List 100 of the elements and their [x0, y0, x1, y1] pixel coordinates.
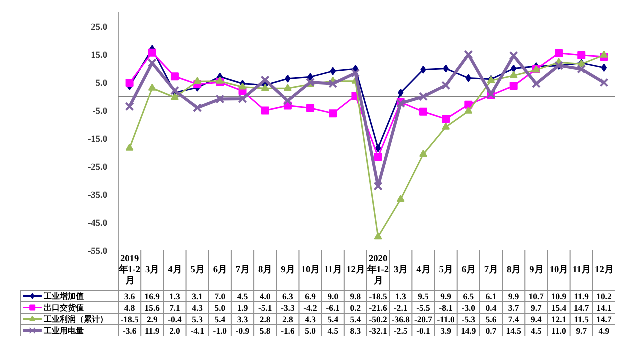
y-tick-label: 25.0 [91, 23, 108, 33]
x-tick-label: 3月 [394, 264, 408, 276]
data-label: 6.9 [305, 291, 317, 302]
x-tick-label: 7月 [484, 264, 498, 276]
x-tick-label: 11月 [324, 264, 342, 276]
data-label: 4.0 [260, 291, 271, 302]
y-tick-label: -55.0 [88, 247, 108, 257]
y-tick-label: -35.0 [88, 191, 108, 201]
x-tick-label: 7月 [236, 264, 250, 276]
data-label: 11.9 [145, 326, 160, 336]
data-label: 9.9 [440, 291, 452, 302]
data-label: 5.3 [192, 314, 204, 324]
data-label: -1.6 [281, 326, 296, 336]
y-tick-label: -25.0 [88, 163, 108, 173]
data-label: 2.8 [282, 314, 294, 324]
data-label: 5.6 [486, 314, 498, 324]
data-label: 15.6 [144, 302, 161, 313]
data-label: 9.7 [576, 326, 588, 336]
data-label: 10.7 [528, 291, 545, 302]
data-label: 4.8 [124, 302, 136, 313]
x-tick-label: 2020年1-2月 [366, 254, 390, 286]
data-label: -8.1 [439, 302, 453, 313]
legend-label: 出口交货值 [44, 302, 84, 312]
data-label: 0.7 [486, 326, 498, 336]
x-tick-label: 2019年1-2月 [118, 254, 141, 286]
data-label: 9.9 [508, 291, 520, 302]
data-label: 15.4 [551, 302, 568, 313]
data-label: 3.9 [440, 326, 452, 336]
data-label: 14.7 [574, 302, 590, 313]
data-label: -5.5 [416, 302, 431, 313]
data-label: 2.8 [260, 314, 272, 324]
data-label: 3.3 [237, 314, 249, 324]
data-label: -3.3 [281, 302, 296, 313]
data-label: 10.2 [596, 291, 612, 302]
data-label: 1.3 [170, 291, 182, 302]
x-tick-label: 5月 [190, 264, 204, 276]
legend-label: 工业利润（累计） [42, 314, 108, 324]
x-tick-label: 6月 [462, 264, 476, 276]
data-label: 8.3 [350, 326, 362, 336]
y-tick-label: 15.0 [91, 51, 108, 61]
data-label: 14.7 [596, 314, 612, 324]
x-tick-label: 8月 [258, 264, 272, 276]
data-label: -4.1 [190, 326, 204, 336]
data-label: -2.5 [394, 326, 408, 336]
x-tick-label: 9月 [530, 264, 544, 276]
data-label: 11.9 [574, 291, 590, 302]
data-label: 11.0 [552, 326, 566, 336]
data-label: -0.1 [416, 326, 430, 336]
x-tick-label: 4月 [168, 264, 182, 276]
data-label: -32.1 [369, 326, 388, 336]
data-label: 2.9 [146, 314, 158, 324]
x-tick-label: 12月 [595, 264, 614, 276]
data-label: -11.0 [437, 314, 455, 324]
data-label: -21.6 [369, 302, 388, 313]
data-label: -5.1 [258, 302, 272, 313]
y-tick-label: -45.0 [88, 219, 108, 229]
data-label: -3.0 [462, 302, 476, 313]
data-label: 9.8 [350, 291, 362, 302]
data-label: -18.5 [369, 291, 388, 302]
data-label: 3.1 [192, 291, 203, 302]
data-label: 0.2 [350, 302, 362, 313]
legend-label: 工业增加值 [42, 292, 84, 301]
data-label: -4.2 [304, 302, 318, 313]
data-label: 5.4 [350, 314, 362, 324]
data-label: 5.0 [214, 302, 226, 313]
data-label: -6.1 [326, 302, 340, 313]
legend-label: 工业用电量 [42, 326, 84, 336]
data-label: 1.9 [237, 302, 249, 313]
data-label: 1.3 [395, 291, 407, 302]
data-label: 5.4 [214, 314, 226, 324]
data-label: -50.2 [369, 314, 388, 324]
data-label: 12.1 [551, 314, 567, 324]
x-tick-label: 9月 [281, 264, 295, 276]
x-tick-label: 6月 [213, 264, 227, 276]
x-tick-label: 10月 [301, 264, 320, 276]
data-label: 7.1 [170, 302, 180, 313]
data-label: 4.3 [305, 314, 317, 324]
data-label: 4.5 [531, 326, 543, 336]
data-label: -0.9 [236, 326, 250, 336]
data-label: 14.9 [461, 326, 477, 336]
data-label: 11.5 [574, 314, 590, 324]
data-label: 14.5 [506, 326, 522, 336]
x-tick-label: 8月 [507, 264, 521, 276]
data-label: 9.0 [328, 291, 339, 302]
data-label: 14.1 [596, 302, 612, 313]
x-tick-label: 4月 [416, 264, 430, 276]
data-label: 0.4 [486, 302, 498, 313]
data-label: -1.0 [213, 326, 228, 336]
data-label: 6.1 [486, 291, 497, 302]
data-label: 7.0 [214, 291, 226, 302]
data-label: -3.6 [122, 326, 138, 336]
data-label: 10.9 [551, 291, 568, 302]
y-tick-label: 5.0 [96, 79, 108, 89]
data-label: 9.7 [531, 302, 543, 313]
x-tick-label: 11月 [572, 264, 591, 276]
data-label: 6.5 [463, 291, 475, 302]
data-label: 7.4 [508, 314, 520, 324]
data-label: 3.6 [124, 291, 136, 302]
data-label: 5.0 [305, 326, 316, 336]
data-label: 16.9 [144, 291, 161, 302]
